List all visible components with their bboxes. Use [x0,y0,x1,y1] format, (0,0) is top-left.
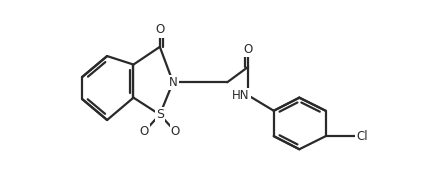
Text: S: S [156,108,164,121]
Text: O: O [155,23,165,36]
Text: O: O [171,125,180,138]
Text: O: O [140,125,149,138]
Text: Cl: Cl [357,130,368,143]
Text: O: O [244,43,253,56]
Text: HN: HN [232,89,250,102]
Text: N: N [169,76,177,89]
